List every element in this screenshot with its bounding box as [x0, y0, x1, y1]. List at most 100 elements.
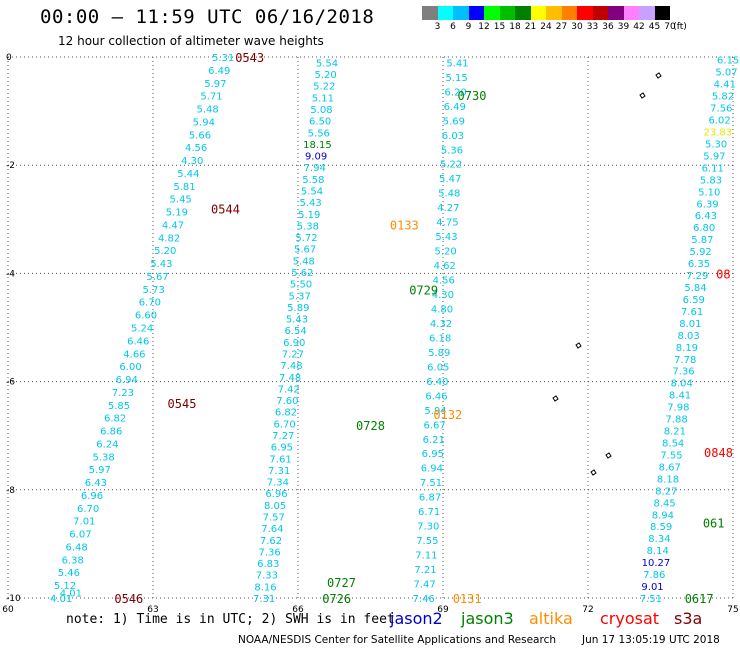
wave-height-value: 5.43: [150, 259, 172, 270]
wave-height-value: 7.98: [667, 403, 689, 414]
wave-height-value: 8.27: [655, 486, 677, 497]
color-swatch: [453, 6, 469, 20]
wave-height-value: 7.47: [413, 580, 435, 591]
wave-height-value: 7.33: [256, 571, 278, 582]
wave-height-value: 5.83: [700, 175, 722, 186]
wave-height-value: 5.20: [434, 247, 456, 258]
color-scale-label: 24: [540, 22, 552, 32]
wave-height-value: 6.40: [426, 377, 448, 388]
wave-height-value: 5.97: [89, 465, 111, 476]
wave-height-value: 5.67: [294, 245, 316, 256]
wave-height-value: 5.97: [204, 79, 226, 90]
wave-height-value: 4.82: [158, 233, 180, 244]
wave-height-value: 6.15: [717, 56, 739, 67]
x-tick-label: 69: [437, 605, 449, 615]
wave-height-value: 6.59: [683, 295, 705, 306]
wave-height-value: 5.30: [705, 139, 727, 150]
wave-height-value: 6.94: [421, 464, 443, 475]
coastline-island: [575, 342, 582, 349]
wave-height-value: 7.48: [280, 361, 302, 372]
color-scale-label: 9: [465, 22, 472, 32]
wave-height-value: 23.83: [704, 127, 733, 138]
pass-time-label: 0728: [356, 419, 385, 433]
wave-height-value: 6.35: [688, 259, 710, 270]
wave-height-value: 5.31: [212, 53, 234, 64]
wave-height-value: 5.48: [293, 256, 315, 267]
wave-height-value: 7.11: [415, 551, 437, 562]
pass-time-label: 0133: [390, 219, 419, 233]
pass-time-label: 08: [716, 267, 730, 281]
color-swatch: [499, 6, 515, 20]
wave-height-value: 5.94: [424, 406, 446, 417]
wave-height-value: 8.41: [669, 391, 691, 402]
wave-height-value: 5.54: [301, 186, 323, 197]
wave-height-value: 6.46: [127, 336, 149, 347]
pass-time-label: 0727: [327, 576, 356, 590]
wave-height-value: 5.46: [58, 568, 80, 579]
wave-height-value: 9.09: [305, 152, 327, 163]
pass-time-label: 0132: [433, 408, 462, 422]
wave-height-value: 8.19: [676, 343, 698, 354]
color-scale-label: 21: [524, 22, 537, 32]
wave-height-value: 6.21: [423, 435, 445, 446]
wave-height-value: 6.83: [257, 559, 279, 570]
wave-height-value: 4.32: [430, 319, 452, 330]
wave-height-value: 4.30: [432, 290, 454, 301]
wave-height-value: 4.27: [437, 203, 459, 214]
wave-height-value: 8.04: [671, 379, 693, 390]
wave-height-value: 6.70: [274, 419, 296, 430]
wave-height-value: 6.46: [425, 391, 447, 402]
wave-height-value: 5.71: [200, 92, 222, 103]
coastline-island: [639, 92, 646, 99]
wave-height-value: 4.80: [431, 304, 453, 315]
wave-height-value: 5.24: [131, 324, 153, 335]
wave-height-value: 5.36: [441, 145, 463, 156]
color-scale-label: 36: [602, 22, 614, 32]
wave-height-value: 6.80: [693, 223, 715, 234]
wave-height-value: 5.54: [316, 58, 338, 69]
units-note: note: 1) Time is in UTC; 2) SWH is in fe…: [66, 612, 395, 627]
wave-height-value: 6.49: [208, 66, 230, 77]
pass-time-label: 0848: [704, 446, 733, 460]
wave-height-value: 7.31: [268, 466, 290, 477]
wave-height-value: 7.55: [416, 536, 438, 547]
wave-height-value: 7.34: [267, 478, 289, 489]
wave-height-value: 18.15: [303, 140, 332, 151]
wave-height-value: 6.05: [427, 362, 449, 373]
wave-height-value: 6.38: [62, 555, 84, 566]
wave-height-value: 4.66: [123, 349, 145, 360]
color-scale-label: 30: [571, 22, 583, 32]
color-swatch: [530, 6, 546, 20]
wave-height-value: 7.51: [420, 478, 442, 489]
wave-height-value: 5.43: [286, 315, 308, 326]
wave-height-value: 5.20: [315, 70, 337, 81]
x-tick-label: 60: [2, 605, 14, 615]
wave-height-value: 5.97: [703, 151, 725, 162]
x-tick-label: 75: [727, 605, 738, 615]
wave-height-value: 5.07: [715, 68, 737, 79]
wave-height-value: 5.45: [170, 195, 192, 206]
wave-height-value: 5.81: [173, 182, 195, 193]
wave-height-value: 6.96: [81, 491, 103, 502]
wave-height-value: 4.62: [434, 261, 456, 272]
wave-height-value: 7.56: [710, 104, 732, 115]
wave-height-value: 6.60: [135, 311, 157, 322]
credit-line: NOAA/NESDIS Center for Satellite Applica…: [238, 634, 556, 646]
wave-height-value: 7.21: [414, 565, 436, 576]
wave-height-value: 5.50: [290, 280, 312, 291]
wave-height-value: 6.07: [69, 530, 91, 541]
legend-cryosat: cryosat: [600, 609, 660, 628]
wave-height-value: 5.89: [287, 303, 309, 314]
wave-height-value: 7.23: [112, 388, 134, 399]
wave-height-value: 8.18: [657, 474, 679, 485]
wave-height-value: 6.94: [116, 375, 138, 386]
wave-height-value: 6.90: [283, 338, 305, 349]
wave-height-value: 5.69: [443, 116, 465, 127]
coastline-island: [552, 395, 559, 402]
wave-height-value: 6.71: [418, 507, 440, 518]
wave-height-value: 5.20: [154, 246, 176, 257]
wave-height-value: 8.21: [664, 427, 686, 438]
wave-height-value: 6.39: [696, 199, 718, 210]
wave-height-value: 5.62: [291, 268, 313, 279]
